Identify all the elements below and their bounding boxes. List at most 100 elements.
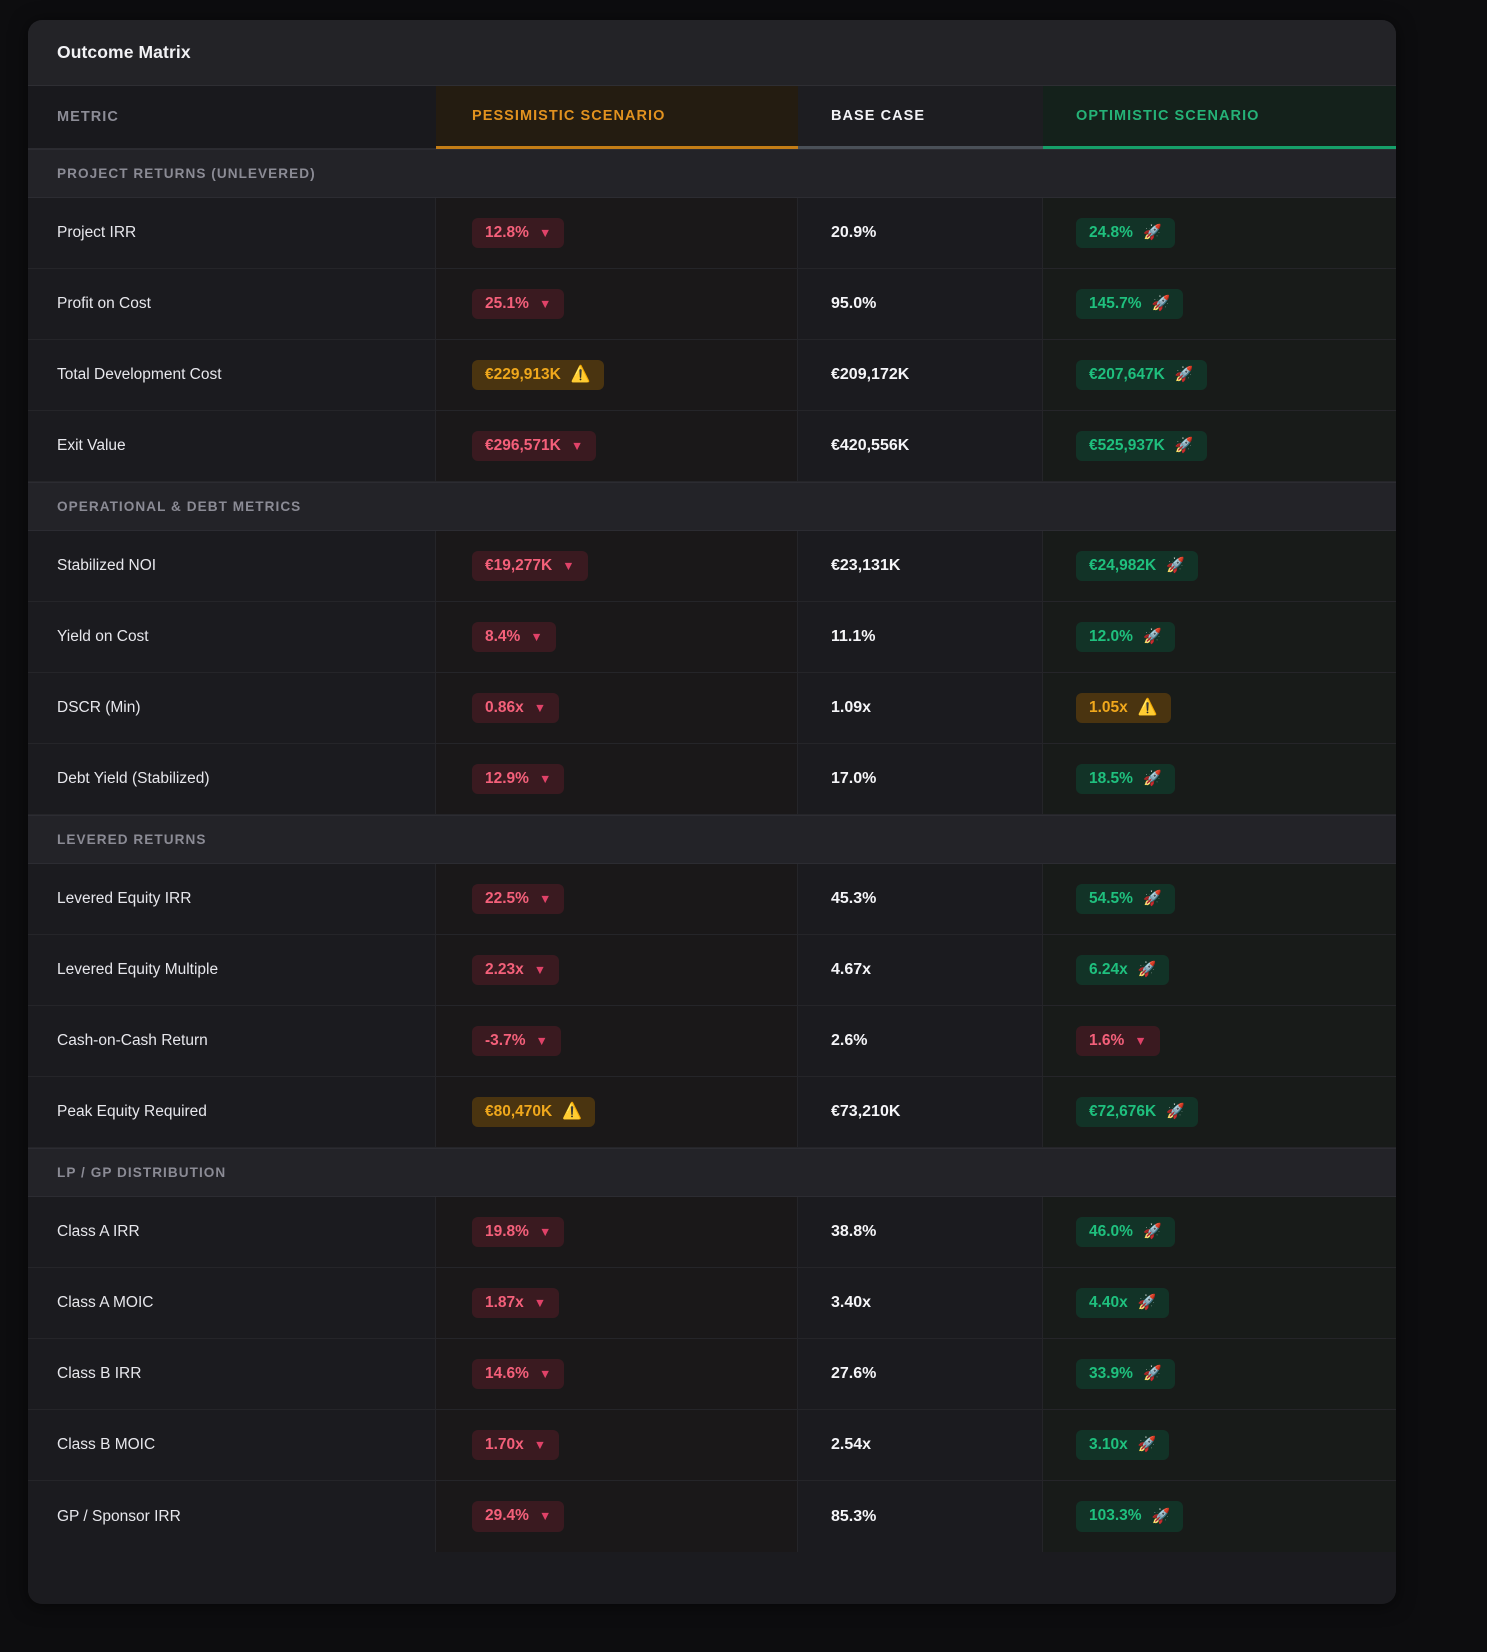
value-badge-text: 46.0%	[1089, 1222, 1133, 1240]
value-badge-pessimistic: 12.8% ▼	[472, 217, 565, 249]
table-cell-optimistic: 46.0% 🚀	[1043, 1197, 1396, 1268]
value-badge-pessimistic: €19,277K ▼	[472, 550, 588, 582]
arrow-down-icon: ▼	[1134, 1033, 1147, 1048]
value-badge-optimistic: €207,647K 🚀	[1076, 359, 1207, 391]
value-badge-text: €525,937K	[1089, 436, 1165, 454]
value-badge-pessimistic: -3.7% ▼	[472, 1025, 561, 1057]
outcome-matrix-table: METRIC PESSIMISTIC SCENARIO BASE CASE OP…	[28, 86, 1396, 1552]
table-row-metric-label: Project IRR	[28, 198, 436, 269]
table-cell-optimistic: €72,676K 🚀	[1043, 1077, 1396, 1148]
rocket-icon: 🚀	[1174, 366, 1194, 384]
value-badge-optimistic: 6.24x 🚀	[1076, 954, 1170, 986]
arrow-down-icon: ▼	[538, 771, 552, 786]
table-row-metric-label: DSCR (Min)	[28, 673, 436, 744]
arrow-down-icon: ▼	[533, 1295, 547, 1310]
value-badge-pessimistic: 1.70x ▼	[472, 1429, 560, 1461]
value-badge-text: 1.05x	[1089, 698, 1128, 716]
table-cell-optimistic: 1.6% ▼	[1043, 1006, 1396, 1077]
table-cell-pessimistic: 1.87x ▼	[436, 1268, 798, 1339]
value-badge-text: €296,571K	[485, 436, 561, 454]
value-badge-text: €19,277K	[485, 556, 553, 574]
column-header-pessimistic[interactable]: PESSIMISTIC SCENARIO	[436, 86, 798, 149]
column-header-optimistic[interactable]: OPTIMISTIC SCENARIO	[1043, 86, 1396, 149]
value-badge-pessimistic: 8.4% ▼	[472, 621, 556, 653]
arrow-down-icon: ▼	[538, 891, 552, 906]
value-badge-text: €24,982K	[1089, 556, 1157, 574]
table-row-metric-label: Debt Yield (Stabilized)	[28, 744, 436, 815]
table-row-metric-label: Stabilized NOI	[28, 531, 436, 602]
section-header: PROJECT RETURNS (UNLEVERED)	[28, 149, 1396, 198]
value-badge-text: 19.8%	[485, 1222, 529, 1240]
value-badge-optimistic: 33.9% 🚀	[1076, 1358, 1175, 1390]
warning-icon: ⚠️	[570, 365, 591, 383]
table-cell-optimistic: 24.8% 🚀	[1043, 198, 1396, 269]
value-badge-text: 25.1%	[485, 294, 529, 312]
outcome-matrix-panel: Outcome Matrix METRIC PESSIMISTIC SCENAR…	[28, 20, 1396, 1604]
value-badge-pessimistic: €80,470K ⚠️	[472, 1096, 596, 1128]
value-badge-text: 145.7%	[1089, 294, 1142, 312]
table-row-metric-label: Yield on Cost	[28, 602, 436, 673]
value-badge-text: €72,676K	[1089, 1102, 1157, 1120]
table-cell-pessimistic: 25.1% ▼	[436, 269, 798, 340]
arrow-down-icon: ▼	[538, 225, 552, 240]
table-row-metric-label: Peak Equity Required	[28, 1077, 436, 1148]
table-row-metric-label: Exit Value	[28, 411, 436, 482]
table-cell-base-case: 45.3%	[798, 864, 1043, 935]
section-header: LEVERED RETURNS	[28, 815, 1396, 864]
arrow-down-icon: ▼	[538, 1509, 552, 1524]
arrow-down-icon: ▼	[533, 1437, 547, 1452]
value-badge-optimistic: 1.05x ⚠️	[1076, 692, 1171, 724]
panel-footer	[28, 1552, 1396, 1604]
value-badge-text: 18.5%	[1089, 769, 1133, 787]
value-badge-text: 1.70x	[485, 1435, 524, 1453]
rocket-icon: 🚀	[1142, 224, 1162, 242]
table-cell-optimistic: 3.10x 🚀	[1043, 1410, 1396, 1481]
value-badge-text: €80,470K	[485, 1102, 553, 1120]
section-header: OPERATIONAL & DEBT METRICS	[28, 482, 1396, 531]
arrow-down-icon: ▼	[538, 1366, 552, 1381]
table-cell-optimistic: 1.05x ⚠️	[1043, 673, 1396, 744]
value-badge-pessimistic: 2.23x ▼	[472, 954, 560, 986]
table-row-metric-label: Levered Equity IRR	[28, 864, 436, 935]
table-cell-pessimistic: 8.4% ▼	[436, 602, 798, 673]
panel-title-bar: Outcome Matrix	[28, 20, 1396, 86]
value-badge-optimistic: 18.5% 🚀	[1076, 763, 1175, 795]
rocket-icon: 🚀	[1151, 1507, 1171, 1525]
value-badge-optimistic: 12.0% 🚀	[1076, 621, 1175, 653]
table-cell-pessimistic: 12.8% ▼	[436, 198, 798, 269]
table-cell-base-case: 17.0%	[798, 744, 1043, 815]
value-badge-text: 0.86x	[485, 698, 524, 716]
table-row-metric-label: Class A MOIC	[28, 1268, 436, 1339]
rocket-icon: 🚀	[1174, 437, 1194, 455]
value-badge-text: 12.0%	[1089, 627, 1133, 645]
table-cell-optimistic: 103.3% 🚀	[1043, 1481, 1396, 1552]
value-badge-text: 103.3%	[1089, 1507, 1142, 1525]
value-badge-text: 12.9%	[485, 769, 529, 787]
value-badge-text: 12.8%	[485, 223, 529, 241]
table-cell-optimistic: €24,982K 🚀	[1043, 531, 1396, 602]
section-header: LP / GP DISTRIBUTION	[28, 1148, 1396, 1197]
value-badge-pessimistic: 1.87x ▼	[472, 1287, 560, 1319]
rocket-icon: 🚀	[1142, 890, 1162, 908]
value-badge-text: €229,913K	[485, 365, 561, 383]
table-cell-base-case: €209,172K	[798, 340, 1043, 411]
value-badge-optimistic: €24,982K 🚀	[1076, 550, 1198, 582]
warning-icon: ⚠️	[1137, 698, 1158, 716]
value-badge-text: 8.4%	[485, 627, 521, 645]
table-cell-pessimistic: 1.70x ▼	[436, 1410, 798, 1481]
value-badge-optimistic: €525,937K 🚀	[1076, 430, 1207, 462]
table-cell-pessimistic: €296,571K ▼	[436, 411, 798, 482]
arrow-down-icon: ▼	[570, 438, 584, 453]
table-cell-base-case: 11.1%	[798, 602, 1043, 673]
rocket-icon: 🚀	[1142, 628, 1162, 646]
table-cell-optimistic: 18.5% 🚀	[1043, 744, 1396, 815]
arrow-down-icon: ▼	[538, 296, 552, 311]
column-header-metric[interactable]: METRIC	[28, 86, 436, 149]
table-cell-base-case: 85.3%	[798, 1481, 1043, 1552]
value-badge-text: 29.4%	[485, 1507, 529, 1525]
column-header-base-case[interactable]: BASE CASE	[798, 86, 1043, 149]
table-row-metric-label: Class B IRR	[28, 1339, 436, 1410]
value-badge-pessimistic: 12.9% ▼	[472, 763, 565, 795]
value-badge-optimistic: 4.40x 🚀	[1076, 1287, 1170, 1319]
